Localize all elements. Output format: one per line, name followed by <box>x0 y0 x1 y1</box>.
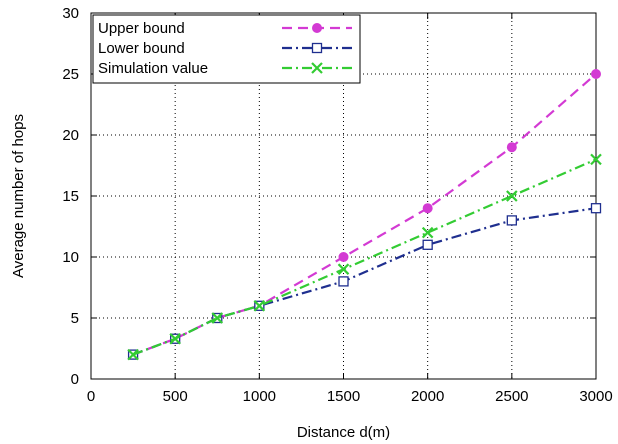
data-point-simulation-value-stroke <box>590 153 602 166</box>
data-point-simulation-value <box>169 332 181 345</box>
series-simulation-value <box>127 153 602 361</box>
legend-marker-simulation-value-stroke <box>311 62 323 74</box>
y-tick-label: 0 <box>71 371 79 388</box>
series-line-upper-bound <box>132 73 597 356</box>
data-point-upper-bound <box>506 142 517 153</box>
data-point-upper-bound <box>338 252 349 262</box>
data-point-simulation-value-stroke <box>506 190 518 202</box>
data-point-upper-bound <box>422 203 433 214</box>
data-point-simulation-value-stroke <box>169 332 181 345</box>
data-point-simulation-value <box>421 226 434 239</box>
series-lower-bound <box>127 203 602 360</box>
y-axis-label: Average number of hops <box>10 114 27 278</box>
axis-ticks: 0 500 1000 1500 2000 2500 3000 0 5 10 15 20 25 30 <box>62 5 612 405</box>
data-point-lower-bound <box>590 203 602 214</box>
legend-label-simulation-value: Simulation value <box>98 60 208 77</box>
data-point-simulation-value-stroke <box>127 348 139 361</box>
legend-marker-lower-bound <box>311 42 323 54</box>
data-point-lower-bound <box>506 215 517 226</box>
x-tick-label: 3000 <box>579 388 612 405</box>
series-line-lower-bound <box>132 207 597 356</box>
data-point-simulation-value <box>337 263 350 275</box>
x-tick-label: 2500 <box>495 388 528 405</box>
series-line-simulation-value <box>132 158 597 356</box>
data-point-simulation-value <box>127 348 139 361</box>
x-tick-label: 1500 <box>327 388 360 405</box>
y-tick-label: 20 <box>62 127 79 144</box>
legend: Upper bound Lower bound Simulation value <box>92 14 361 84</box>
x-tick-label: 0 <box>87 388 95 405</box>
x-tick-label: 500 <box>163 388 188 405</box>
legend-marker-simulation-value <box>311 62 323 74</box>
x-axis-label: Distance d(m) <box>297 424 390 441</box>
legend-label-lower-bound: Lower bound <box>98 40 185 57</box>
legend-marker-upper-bound <box>312 23 322 33</box>
data-point-upper-bound <box>591 69 601 79</box>
y-tick-label: 10 <box>62 249 79 266</box>
y-tick-label: 15 <box>62 188 79 205</box>
x-tick-label: 1000 <box>243 388 276 405</box>
data-point-lower-bound <box>338 276 349 287</box>
y-tick-label: 30 <box>62 5 79 22</box>
data-point-simulation-value-stroke <box>253 300 266 312</box>
data-point-simulation-value <box>590 153 602 166</box>
data-point-simulation-value-stroke <box>211 312 224 324</box>
legend-label-upper-bound: Upper bound <box>98 20 185 37</box>
data-point-simulation-value <box>211 312 224 324</box>
series-upper-bound <box>128 69 601 360</box>
data-point-simulation-value <box>506 190 518 202</box>
data-point-simulation-value-stroke <box>421 226 434 239</box>
data-point-lower-bound <box>422 239 433 250</box>
y-tick-label: 5 <box>71 310 79 327</box>
data-series <box>127 69 602 361</box>
data-point-simulation-value-stroke <box>337 263 350 275</box>
x-tick-label: 2000 <box>411 388 444 405</box>
data-point-simulation-value <box>253 300 266 312</box>
y-tick-label: 25 <box>62 66 79 83</box>
